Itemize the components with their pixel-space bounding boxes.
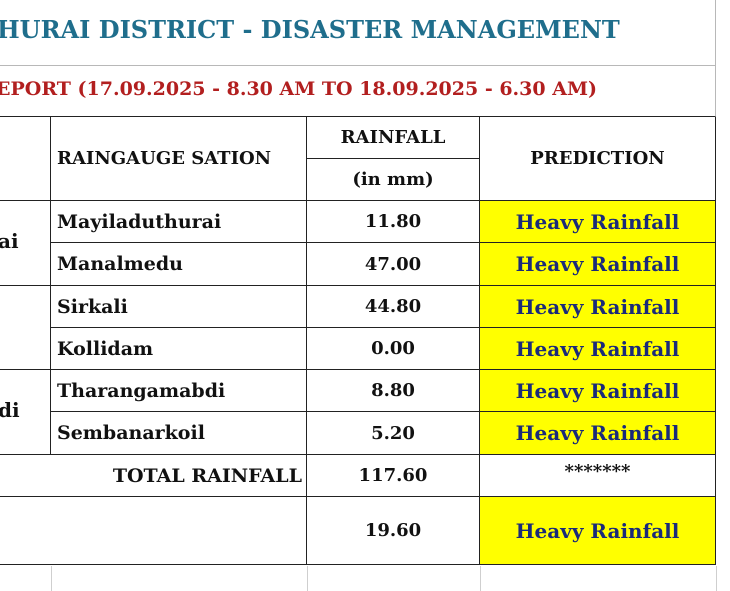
- rainfall-value: 11.80: [307, 201, 480, 243]
- station-name: Tharangamabdi: [51, 370, 307, 412]
- prediction-value: Heavy Rainfall: [480, 328, 716, 370]
- rainfall-value: 8.80: [307, 370, 480, 412]
- station-name: Sembanarkoil: [51, 412, 307, 455]
- prediction-value: Heavy Rainfall: [480, 243, 716, 286]
- grid-line: [716, 566, 717, 591]
- report-subtitle-text: EPORT (17.09.2025 - 8.30 AM TO 18.09.202…: [0, 78, 597, 100]
- station-name: Kollidam: [51, 328, 307, 370]
- rainfall-value: 44.80: [307, 286, 480, 328]
- station-name: Mayiladuthurai: [51, 201, 307, 243]
- total-prediction: *******: [480, 455, 716, 497]
- taluk-cell-3: di: [0, 370, 51, 455]
- total-label-cell: TOTAL RAINFALL: [0, 455, 307, 497]
- taluk-header-cell: [0, 117, 51, 201]
- rainfall-header: RAINFALL: [307, 117, 480, 159]
- prediction-value: Heavy Rainfall: [480, 412, 716, 455]
- report-title: HURAI DISTRICT - DISASTER MANAGEMENT: [0, 0, 716, 66]
- prediction-value: Heavy Rainfall: [480, 286, 716, 328]
- average-rainfall-value: 19.60: [307, 497, 480, 565]
- grid-line: [307, 566, 308, 591]
- rainfall-value: 47.00: [307, 243, 480, 286]
- rainfall-value: 5.20: [307, 412, 480, 455]
- prediction-value: Heavy Rainfall: [480, 370, 716, 412]
- average-prediction: Heavy Rainfall: [480, 497, 716, 565]
- report-subtitle: EPORT (17.09.2025 - 8.30 AM TO 18.09.202…: [0, 66, 716, 117]
- station-header: RAINGAUGE SATION: [51, 117, 307, 201]
- station-name: Manalmedu: [51, 243, 307, 286]
- station-name: Sirkali: [51, 286, 307, 328]
- grid-line: [51, 566, 52, 591]
- report-title-text: HURAI DISTRICT - DISASTER MANAGEMENT: [0, 15, 620, 44]
- rainfall-value: 0.00: [307, 328, 480, 370]
- average-label-cell: [0, 497, 307, 565]
- taluk-fragment-2: di: [0, 398, 20, 422]
- rainfall-unit-header: (in mm): [307, 159, 480, 201]
- taluk-fragment-1: ai: [0, 229, 19, 253]
- grid-line: [480, 566, 481, 591]
- taluk-cell-1: ai: [0, 201, 51, 286]
- prediction-header: PREDICTION: [480, 117, 716, 201]
- taluk-cell-2: [0, 286, 51, 370]
- total-rainfall-value: 117.60: [307, 455, 480, 497]
- prediction-value: Heavy Rainfall: [480, 201, 716, 243]
- total-label: TOTAL RAINFALL: [112, 464, 302, 487]
